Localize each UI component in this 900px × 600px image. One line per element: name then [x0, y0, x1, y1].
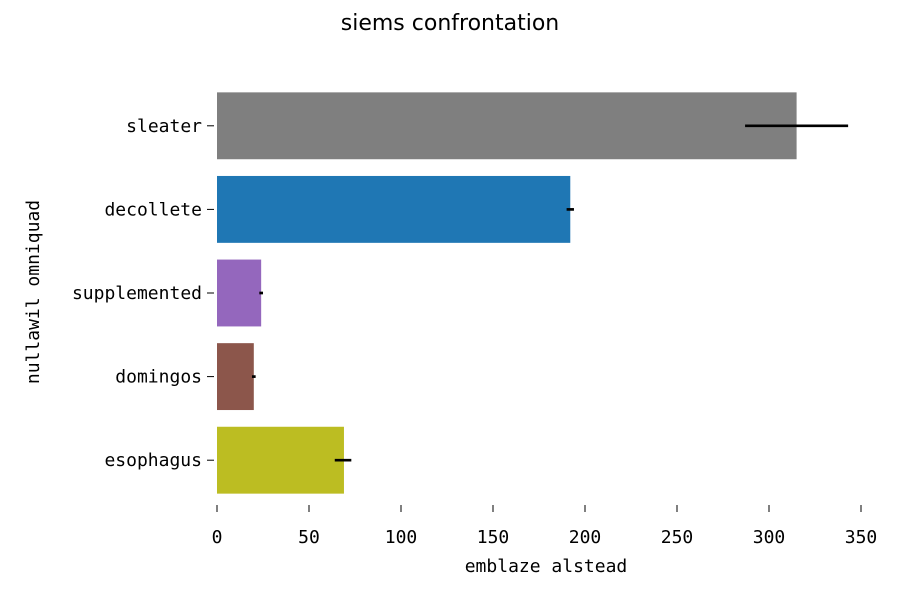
x-tick-label-250: 250	[661, 527, 694, 548]
y-axis-label: nullawil omniquad	[23, 200, 44, 384]
x-axis-label: emblaze alstead	[465, 556, 628, 577]
x-tick-label-0: 0	[212, 527, 223, 548]
error-bars-layer	[251, 124, 849, 462]
y-tick-label-esophagus: esophagus	[104, 450, 202, 471]
y-tick-label-supplemented: supplemented	[72, 283, 202, 304]
y-tick-label-decollete: decollete	[104, 199, 202, 220]
x-tick-label-350: 350	[845, 527, 878, 548]
chart-title: siems confrontation	[341, 11, 559, 36]
bar-esophagus	[217, 426, 344, 494]
x-tick-label-50: 50	[298, 527, 320, 548]
x-tick-label-100: 100	[385, 527, 418, 548]
x-axis: 0 50 100 150 200 250 300 350	[212, 505, 878, 548]
bar-domingos	[217, 343, 254, 411]
bars-layer	[217, 92, 797, 494]
x-tick-label-200: 200	[569, 527, 602, 548]
y-tick-label-domingos: domingos	[115, 367, 202, 388]
bar-supplemented	[217, 259, 262, 327]
x-tick-label-150: 150	[477, 527, 510, 548]
y-axis: sleater decollete supplemented domingos esop…	[72, 116, 214, 471]
bar-sleater	[217, 92, 797, 160]
y-tick-label-sleater: sleater	[126, 116, 202, 137]
bar-decollete	[217, 175, 571, 243]
x-tick-label-300: 300	[753, 527, 786, 548]
